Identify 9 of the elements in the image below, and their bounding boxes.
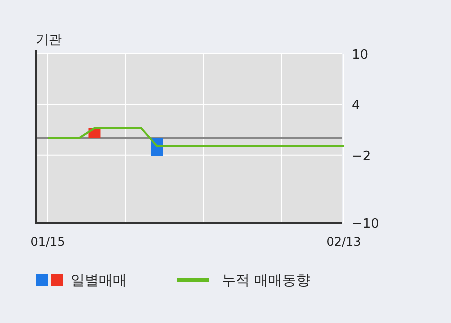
- y-tick-label: 4: [352, 98, 360, 114]
- y-tick-label: 10: [352, 48, 369, 63]
- x-tick-label: 01/15: [30, 235, 66, 249]
- y-tick-label: −2: [352, 149, 372, 164]
- chart-title: 기관: [36, 33, 62, 48]
- x-tick-label: 02/13: [326, 235, 362, 249]
- y-tick-label: −10: [352, 217, 380, 232]
- legend-label: 누적 매매동향: [222, 273, 310, 289]
- legend-label: 일별매매: [71, 273, 127, 289]
